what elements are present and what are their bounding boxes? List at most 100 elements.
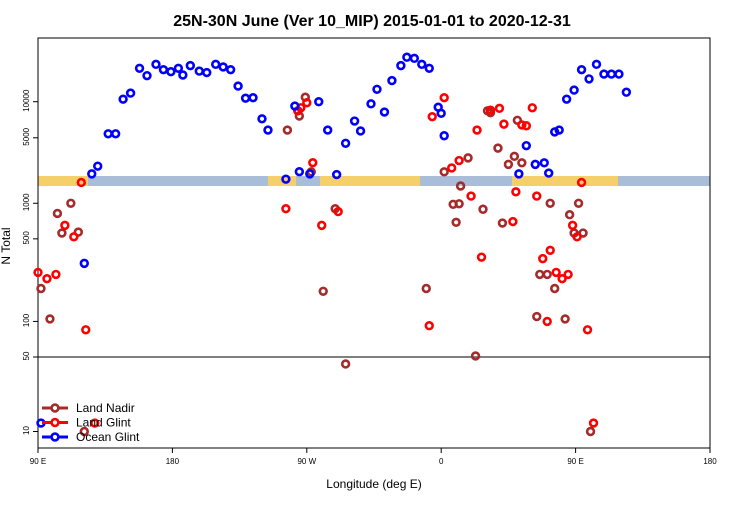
separator-band-segment <box>618 176 710 186</box>
point-ocean-glint <box>554 125 564 135</box>
point-land-glint <box>557 273 567 284</box>
separator-band-segment <box>512 176 618 186</box>
y-tick-label: 10000 <box>22 89 31 112</box>
point-land-nadir <box>36 283 46 294</box>
point-ocean-glint <box>134 63 145 73</box>
point-land-nadir <box>463 153 473 163</box>
point-land-glint <box>532 191 542 201</box>
x-tick-label: 180 <box>166 457 180 466</box>
point-ocean-glint <box>225 64 236 75</box>
separator-band-segment <box>88 176 268 186</box>
point-land-nadir <box>52 208 63 219</box>
point-land-nadir <box>470 351 481 361</box>
point-land-nadir <box>421 283 431 294</box>
point-land-glint <box>472 125 482 135</box>
point-land-glint <box>90 418 100 428</box>
point-land-nadir <box>79 426 89 437</box>
legend-marker-land-nadir <box>50 403 60 413</box>
point-land-nadir <box>503 159 514 170</box>
point-ocean-glint <box>340 138 351 148</box>
point-ocean-glint <box>436 108 446 119</box>
point-ocean-glint <box>305 169 315 179</box>
point-land-glint <box>51 269 61 280</box>
point-ocean-glint <box>439 131 449 141</box>
point-land-nadir <box>545 198 555 208</box>
point-ocean-glint <box>202 67 212 78</box>
point-ocean-glint <box>87 169 97 179</box>
point-ocean-glint <box>576 64 587 75</box>
point-ocean-glint <box>521 140 532 151</box>
point-land-nadir <box>439 167 449 177</box>
point-ocean-glint <box>103 129 113 139</box>
point-ocean-glint <box>166 66 176 77</box>
point-ocean-glint <box>366 99 376 109</box>
point-land-glint <box>76 177 87 188</box>
point-ocean-glint <box>79 258 89 269</box>
point-ocean-glint <box>544 168 554 178</box>
point-land-glint <box>527 103 537 113</box>
point-ocean-glint <box>569 85 579 95</box>
legend-marker-ocean-glint <box>50 432 60 442</box>
x-tick-label: 90 E <box>567 457 583 466</box>
point-ocean-glint <box>539 158 549 168</box>
point-land-nadir <box>549 283 560 294</box>
point-land-nadir <box>542 269 552 280</box>
point-land-glint <box>494 103 505 114</box>
point-land-glint <box>281 203 291 214</box>
point-ocean-glint <box>118 94 128 104</box>
x-tick-label: 180 <box>703 457 717 466</box>
point-land-nadir <box>493 143 503 153</box>
point-land-nadir <box>532 311 542 322</box>
point-land-nadir <box>497 218 508 228</box>
point-ocean-glint <box>257 114 267 124</box>
point-ocean-glint <box>158 64 169 75</box>
point-land-glint <box>538 253 548 264</box>
point-land-glint <box>508 216 518 227</box>
point-land-nadir <box>560 314 570 324</box>
chart-title: 25N-30N June (Ver 10_MIP) 2015-01-01 to … <box>173 13 571 30</box>
point-land-glint <box>454 155 464 166</box>
point-ocean-glint <box>323 125 333 135</box>
point-ocean-glint <box>584 74 594 84</box>
point-ocean-glint <box>151 59 161 70</box>
point-ocean-glint <box>218 62 228 72</box>
point-land-nadir <box>454 199 464 209</box>
point-land-nadir <box>573 198 584 208</box>
point-land-glint <box>521 121 532 131</box>
point-land-glint <box>485 105 496 115</box>
point-land-glint <box>551 267 561 278</box>
point-land-glint <box>439 93 449 103</box>
point-land-nadir <box>318 286 328 296</box>
point-land-glint <box>545 245 555 255</box>
point-land-glint <box>567 220 578 231</box>
y-tick-label: 100 <box>22 313 31 327</box>
point-land-glint <box>69 232 79 242</box>
point-land-nadir <box>585 426 596 437</box>
point-land-nadir <box>66 198 76 208</box>
point-land-nadir <box>455 181 466 191</box>
point-ocean-glint <box>606 69 617 79</box>
point-land-glint <box>542 316 552 327</box>
point-land-nadir <box>564 210 575 220</box>
legend-marker-land-glint <box>50 417 60 428</box>
point-ocean-glint <box>372 84 382 94</box>
point-land-glint <box>308 157 318 168</box>
legend-label-land-nadir: Land Nadir <box>76 401 135 415</box>
point-land-glint <box>60 220 70 231</box>
point-land-glint <box>582 325 593 335</box>
point-land-glint <box>42 273 52 284</box>
point-land-nadir <box>517 158 527 168</box>
point-land-glint <box>81 325 91 335</box>
point-ocean-glint <box>290 101 300 111</box>
plot-frame <box>37 37 711 449</box>
point-ocean-glint <box>110 129 121 139</box>
point-land-glint <box>446 163 457 173</box>
point-land-glint <box>317 220 327 231</box>
point-ocean-glint <box>561 94 572 104</box>
point-land-nadir <box>451 217 461 228</box>
y-tick-label: 50 <box>22 351 31 360</box>
y-tick-label: 1000 <box>22 193 31 211</box>
point-land-glint <box>302 98 312 108</box>
point-land-glint <box>424 321 434 331</box>
